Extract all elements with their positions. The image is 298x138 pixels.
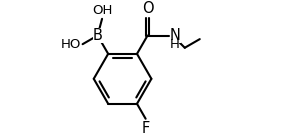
Text: N: N <box>170 28 181 43</box>
Text: O: O <box>142 1 153 16</box>
Text: B: B <box>93 28 103 43</box>
Text: OH: OH <box>92 4 112 17</box>
Text: HO: HO <box>60 38 81 51</box>
Text: F: F <box>142 121 150 136</box>
Text: H: H <box>170 38 179 51</box>
